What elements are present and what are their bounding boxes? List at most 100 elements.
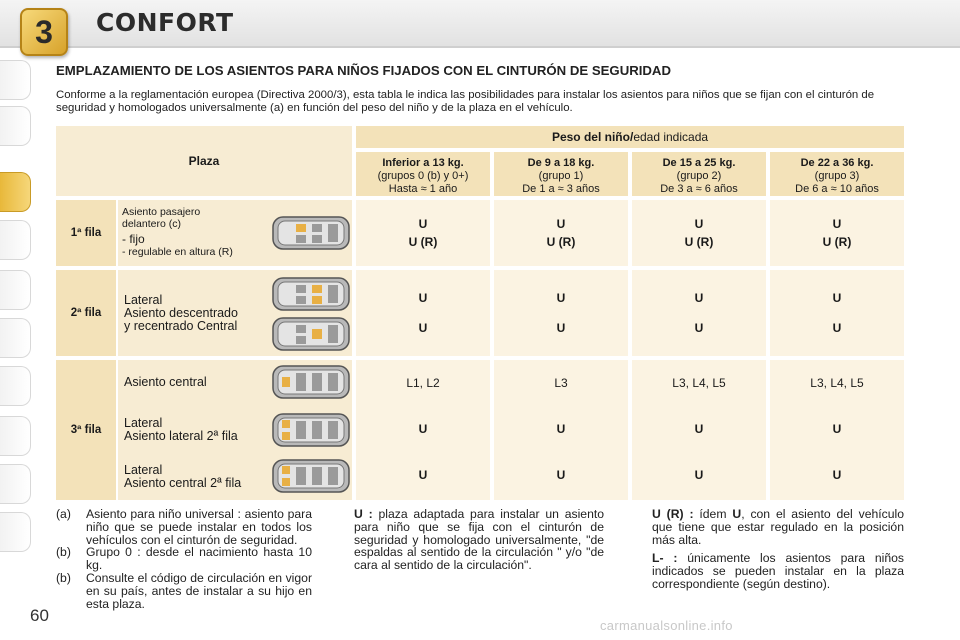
car-seat-diagram: [272, 413, 350, 447]
header-band: [0, 0, 960, 48]
legend-text: , con el asiento del vehículo que tiene …: [652, 507, 904, 547]
legend-ur-l: U (R) : ídem U, con el asiento del vehíc…: [652, 508, 904, 591]
chapter-tab[interactable]: [0, 464, 31, 504]
chapter-tab[interactable]: [0, 270, 31, 310]
column-title: De 22 a 36 kg.: [800, 157, 874, 169]
column-title: De 9 a 18 kg.: [527, 157, 595, 169]
car-seat-diagram: [272, 459, 350, 493]
value-cell: L1, L2 U U: [356, 360, 490, 500]
seat-description: Asiento central Lateral Asiento lateral …: [118, 360, 352, 500]
legend-text: únicamente los asientos para niños indic…: [652, 551, 905, 591]
column-group: (grupo 2): [676, 170, 722, 182]
seat-desc-line: Asiento lateral 2ª fila: [124, 429, 238, 443]
seat-desc-line: - regulable en altura (R): [122, 246, 233, 258]
footnote-text: Consulte el código de circulación en vig…: [86, 570, 312, 611]
value-u: U: [418, 422, 428, 436]
seat-desc-line: y recentrado Central: [124, 319, 238, 333]
value-cell: U U: [770, 270, 904, 356]
footnotes: (a) Asiento para niño universal : asient…: [56, 507, 312, 611]
watermark: carmanualsonline.info: [600, 618, 733, 633]
seat-desc-line: delantero (c): [122, 218, 181, 230]
footnote-text: Asiento para niño universal : asiento pa…: [86, 507, 312, 547]
legend-text: plaza adaptada para instalar un asiento …: [354, 507, 605, 573]
intro-paragraph: Conforme a la reglamentación europea (Di…: [56, 89, 875, 114]
seat-desc-line: Lateral: [124, 463, 163, 477]
weight-column-header: De 9 a 18 kg. (grupo 1) De 1 a ≈ 3 años: [494, 152, 628, 196]
weight-column-header: De 22 a 36 kg. (grupo 3) De 6 a ≈ 10 año…: [770, 152, 904, 196]
car-seat-diagram: [272, 365, 350, 399]
weight-column-header: Inferior a 13 kg. (grupos 0 (b) y 0+) Ha…: [356, 152, 490, 196]
value-u: U: [832, 422, 842, 436]
value-u: U: [832, 217, 842, 231]
value-u: U: [694, 291, 704, 305]
column-age: De 1 a ≈ 3 años: [522, 183, 600, 195]
footnote-label: (a): [56, 507, 71, 521]
value-u: U: [832, 321, 842, 335]
plaza-header-label: Plaza: [188, 154, 220, 168]
value-l: L1, L2: [406, 376, 440, 390]
value-ur: U (R): [408, 235, 438, 249]
legend-label: U :: [354, 507, 373, 521]
seat-desc-line: Asiento central 2ª fila: [124, 476, 242, 490]
chapter-tab[interactable]: [0, 512, 31, 552]
seat-description: Lateral Asiento descentrado y recentrado…: [118, 270, 352, 356]
value-u: U: [418, 217, 428, 231]
seat-desc-line: Asiento descentrado: [124, 306, 238, 320]
value-cell: L3 U U: [494, 360, 628, 500]
car-seat-diagram: [272, 317, 350, 351]
legend-label: U (R) :: [652, 507, 694, 521]
chapter-tab[interactable]: [0, 318, 31, 358]
value-l: L3, L4, L5: [810, 376, 864, 390]
value-u: U: [694, 468, 704, 482]
value-ur: U (R): [684, 235, 714, 249]
chapter-title: CONFORT: [96, 8, 234, 37]
value-u: U: [694, 422, 704, 436]
value-u: U: [694, 217, 704, 231]
legend-label: L- :: [652, 551, 678, 566]
row-label-text: 2ª fila: [70, 307, 102, 319]
row-label-text: 3ª fila: [70, 424, 102, 436]
footnote-label: (b): [56, 545, 71, 560]
car-seat-diagram: [272, 216, 350, 250]
row-label-fila-2: 2ª fila: [56, 270, 116, 356]
value-cell: U U (R): [632, 200, 766, 266]
value-cell: U U (R): [494, 200, 628, 266]
row-label-fila-1: 1ª fila: [56, 200, 116, 266]
chapter-tab-active[interactable]: [0, 172, 31, 212]
column-age: De 6 a ≈ 10 años: [795, 183, 879, 195]
chapter-tab[interactable]: [0, 416, 31, 456]
value-u: U: [418, 321, 428, 335]
value-cell: U U (R): [356, 200, 490, 266]
chapter-tab[interactable]: [0, 220, 31, 260]
chapter-tab[interactable]: [0, 60, 31, 100]
value-cell: U U: [356, 270, 490, 356]
row-label-text: 1ª fila: [70, 227, 102, 239]
seat-description: Asiento pasajero delantero (c) - fijo - …: [118, 200, 352, 266]
value-cell: L3, L4, L5 U U: [770, 360, 904, 500]
value-u: U: [418, 468, 428, 482]
value-l: L3: [554, 376, 568, 390]
page-number: 60: [30, 606, 49, 625]
chapter-tab[interactable]: [0, 366, 31, 406]
column-group: (grupo 1): [538, 170, 584, 182]
plaza-header: Plaza: [56, 126, 352, 196]
value-cell: U U: [632, 270, 766, 356]
value-u: U: [556, 422, 566, 436]
seat-desc-line: Asiento pasajero: [122, 206, 201, 218]
column-age: Hasta ≈ 1 año: [388, 183, 458, 195]
seat-desc-line: Asiento central: [124, 375, 207, 389]
value-ur: U (R): [822, 235, 852, 249]
value-u: U: [556, 321, 566, 335]
chapter-tabs: [0, 60, 32, 580]
row-label-fila-3: 3ª fila: [56, 360, 116, 500]
peso-header-rest: edad indicada: [633, 130, 709, 144]
column-title: De 15 a 25 kg.: [662, 157, 736, 169]
seat-desc-line: - fijo: [122, 232, 145, 246]
value-u: U: [832, 468, 842, 482]
legend-text-u: U: [732, 507, 742, 521]
chapter-tab[interactable]: [0, 106, 31, 146]
legend-u: U : plaza adaptada para instalar un asie…: [354, 508, 604, 572]
footnote-label: (b): [56, 570, 71, 585]
car-seat-diagram: [272, 277, 350, 311]
value-u: U: [418, 291, 428, 305]
